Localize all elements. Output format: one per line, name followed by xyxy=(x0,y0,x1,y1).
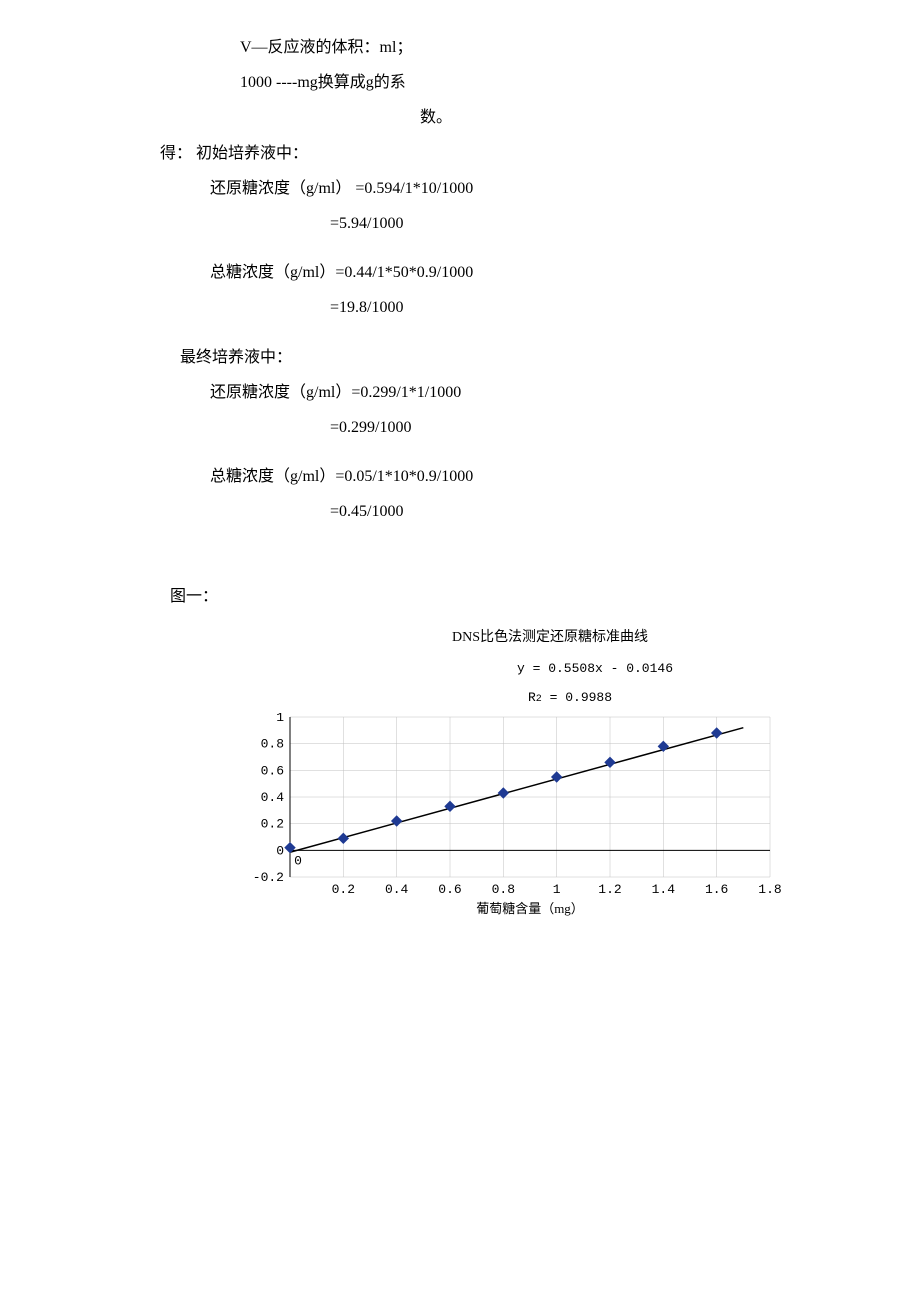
final-header: 最终培养液中： xyxy=(160,340,840,375)
init-reducing-sugar-result: =5.94/1000 xyxy=(160,206,840,241)
svg-text:葡萄糖含量（mg）: 葡萄糖含量（mg） xyxy=(476,901,584,916)
svg-text:0.4: 0.4 xyxy=(385,882,409,897)
svg-text:1.6: 1.6 xyxy=(705,882,728,897)
init-total-sugar: 总糖浓度（g/ml）=0.44/1*50*0.9/1000 xyxy=(160,255,840,290)
final-reducing-sugar: 还原糖浓度（g/ml）=0.299/1*1/1000 xyxy=(160,375,840,410)
final-reducing-sugar-result: =0.299/1000 xyxy=(160,410,840,445)
figure-label: 图一： xyxy=(160,579,840,614)
svg-text:1.4: 1.4 xyxy=(652,882,676,897)
chart-r2: R2 = 0.9988 xyxy=(340,684,800,713)
chart-container: DNS比色法测定还原糖标准曲线 y = 0.5508x - 0.0146 R2 … xyxy=(240,623,800,923)
svg-text:0.8: 0.8 xyxy=(492,882,515,897)
chart-equation: y = 0.5508x - 0.0146 xyxy=(390,655,800,684)
var-shu-line: 数。 xyxy=(160,100,840,135)
var-v-line: V—反应液的体积：ml； xyxy=(160,30,840,65)
final-total-sugar-result: =0.45/1000 xyxy=(160,494,840,529)
initial-header: 得： 初始培养液中： xyxy=(160,136,840,171)
final-total-sugar: 总糖浓度（g/ml）=0.05/1*10*0.9/1000 xyxy=(160,459,840,494)
chart-title: DNS比色法测定还原糖标准曲线 xyxy=(300,623,800,654)
svg-text:1: 1 xyxy=(276,713,284,725)
var-1000-line: 1000 ----mg换算成g的系 xyxy=(160,65,840,100)
svg-text:0.4: 0.4 xyxy=(261,790,285,805)
init-reducing-sugar: 还原糖浓度（g/ml） =0.594/1*10/1000 xyxy=(160,171,840,206)
standard-curve-chart: -0.2 0 0.2 0.4 0.6 0.8 1 0 0.2 0.4 0.6 0.8 1 1.2 1.4 1.… xyxy=(240,713,800,923)
svg-text:1.2: 1.2 xyxy=(598,882,621,897)
svg-text:-0.2: -0.2 xyxy=(253,870,284,885)
svg-text:0.2: 0.2 xyxy=(332,882,355,897)
svg-text:0: 0 xyxy=(294,853,302,868)
init-total-sugar-result: =19.8/1000 xyxy=(160,290,840,325)
svg-text:0.6: 0.6 xyxy=(261,763,284,778)
svg-text:0: 0 xyxy=(276,843,284,858)
svg-text:1: 1 xyxy=(553,882,561,897)
svg-text:0.6: 0.6 xyxy=(438,882,461,897)
svg-text:0.2: 0.2 xyxy=(261,816,284,831)
svg-text:1.8: 1.8 xyxy=(758,882,781,897)
svg-text:0.8: 0.8 xyxy=(261,736,284,751)
document-body: V—反应液的体积：ml； 1000 ----mg换算成g的系 数。 得： 初始培… xyxy=(0,30,920,923)
